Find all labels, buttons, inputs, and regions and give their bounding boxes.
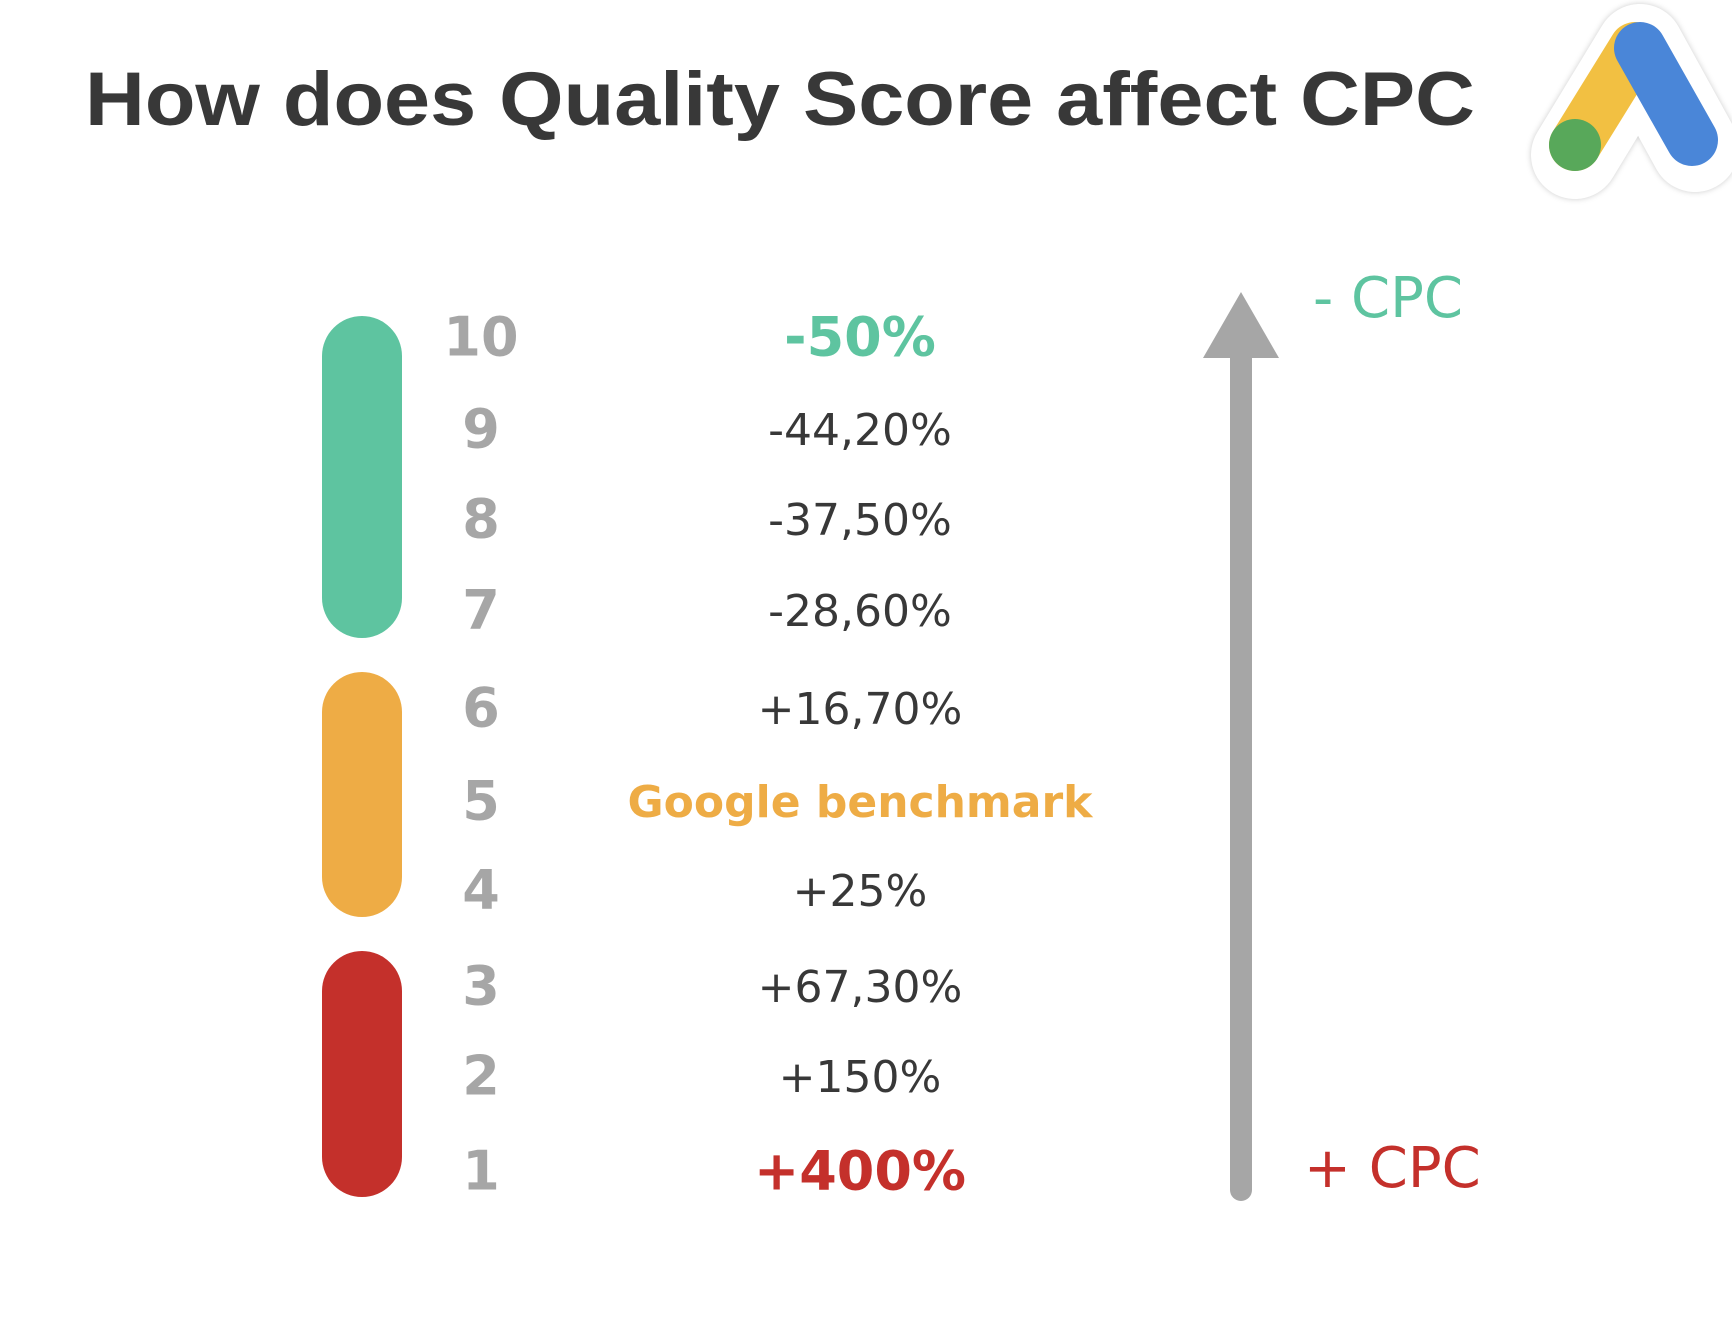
cpc-change: -44,20%: [768, 405, 952, 456]
arrow-bottom-label: + CPC: [1304, 1136, 1481, 1201]
score: 5: [462, 770, 500, 833]
cpc-change: +400%: [754, 1140, 966, 1203]
score: 8: [462, 488, 500, 551]
score: 6: [462, 677, 500, 740]
score: 3: [462, 955, 500, 1018]
score: 7: [462, 579, 500, 642]
arrow-head: [1203, 292, 1279, 358]
green-pill: [322, 316, 402, 638]
cpc-change: +150%: [779, 1052, 942, 1103]
arrow-top-label: - CPC: [1313, 266, 1463, 331]
red-pill: [322, 951, 402, 1197]
title: How does Quality Score affect CPC: [85, 57, 1475, 142]
score: 10: [443, 306, 518, 369]
cpc-change: -37,50%: [768, 495, 952, 546]
cpc-change: +67,30%: [758, 962, 963, 1013]
google-ads-logo: [1531, 4, 1732, 199]
score: 9: [462, 398, 500, 461]
cpc-change: +25%: [793, 866, 928, 917]
score: 2: [462, 1045, 500, 1108]
cpc-change: -28,60%: [768, 586, 952, 637]
score: 1: [462, 1140, 500, 1203]
score: 4: [462, 859, 500, 922]
orange-pill: [322, 672, 402, 917]
cpc-change: +16,70%: [758, 684, 963, 735]
cpc-change: -50%: [784, 306, 936, 369]
cpc-change: Google benchmark: [628, 777, 1095, 828]
